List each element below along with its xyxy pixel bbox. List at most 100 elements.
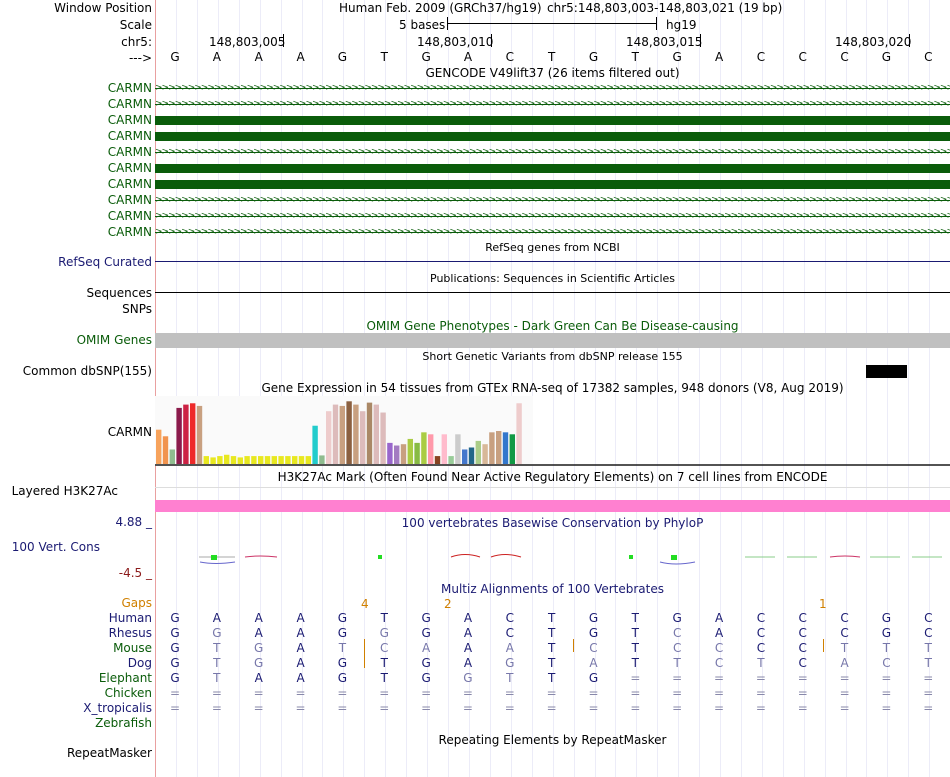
gtex-tissue-bar[interactable] — [373, 404, 379, 464]
gtex-tissue-bar[interactable] — [183, 404, 189, 464]
dbsnp-variant[interactable] — [866, 365, 907, 378]
species-label[interactable]: X_tropicalis — [83, 701, 152, 715]
gene-exon-bar[interactable] — [155, 180, 950, 189]
cons-title[interactable]: 100 vertebrates Basewise Conservation by… — [401, 516, 704, 530]
gtex-tissue-bar[interactable] — [448, 456, 454, 464]
gene-exon-bar[interactable] — [155, 164, 950, 173]
gencode-gene-label[interactable]: CARMN — [107, 193, 152, 207]
gtex-tissue-bar[interactable] — [196, 405, 203, 464]
gtex-tissue-bar[interactable] — [285, 456, 291, 464]
gtex-tissue-bar[interactable] — [298, 456, 305, 464]
gtex-tissue-bar[interactable] — [190, 403, 196, 464]
gtex-tissue-bar[interactable] — [305, 456, 311, 464]
gtex-tissue-bar[interactable] — [380, 412, 386, 464]
gencode-gene-label[interactable]: CARMN — [107, 161, 152, 175]
h3k27ac-title[interactable]: H3K27Ac Mark (Often Found Near Active Re… — [277, 470, 828, 484]
gencode-gene-label[interactable]: CARMN — [107, 129, 152, 143]
gtex-tissue-bar[interactable] — [346, 401, 352, 464]
gtex-tissue-bar[interactable] — [489, 432, 495, 464]
refseq-title[interactable]: RefSeq genes from NCBI — [485, 241, 620, 254]
gtex-tissue-bar[interactable] — [462, 449, 468, 464]
gencode-gene-label[interactable]: CARMN — [107, 97, 152, 111]
gtex-tissue-bar[interactable] — [516, 403, 522, 464]
gtex-tissue-bar[interactable] — [394, 445, 400, 464]
gene-intron-line[interactable] — [155, 88, 950, 89]
gtex-tissue-bar[interactable] — [156, 429, 162, 464]
cons-label[interactable]: 100 Vert. Cons — [11, 540, 100, 554]
gtex-tissue-bar[interactable] — [264, 456, 271, 464]
gene-intron-line[interactable] — [155, 104, 950, 105]
species-label[interactable]: Mouse — [113, 641, 152, 655]
omim-title[interactable]: OMIM Gene Phenotypes - Dark Green Can Be… — [366, 319, 739, 333]
gtex-tissue-bar[interactable] — [509, 434, 515, 464]
gtex-tissue-bar[interactable] — [339, 405, 345, 464]
gtex-title[interactable]: Gene Expression in 54 tissues from GTEx … — [261, 381, 844, 395]
gtex-tissue-bar[interactable] — [203, 456, 209, 464]
h3k27ac-label[interactable]: Layered H3K27Ac — [11, 484, 118, 498]
refseq-line[interactable] — [155, 261, 950, 262]
species-label[interactable]: Zebrafish — [95, 716, 152, 730]
species-label[interactable]: Chicken — [104, 686, 152, 700]
species-label[interactable]: Human — [108, 611, 152, 625]
gtex-tissue-bar[interactable] — [434, 456, 441, 464]
gtex-chart[interactable] — [155, 396, 950, 466]
gencode-gene-label[interactable]: CARMN — [107, 145, 152, 159]
gtex-tissue-bar[interactable] — [258, 456, 264, 464]
gtex-tissue-bar[interactable] — [387, 442, 393, 464]
gencode-gene-label[interactable]: CARMN — [107, 209, 152, 223]
gtex-tissue-bar[interactable] — [496, 431, 502, 464]
gtex-tissue-bar[interactable] — [360, 411, 366, 464]
dbsnp-label[interactable]: Common dbSNP(155) — [22, 364, 152, 378]
gtex-tissue-bar[interactable] — [475, 440, 481, 464]
species-label[interactable]: Dog — [127, 656, 152, 670]
dbsnp-title[interactable]: Short Genetic Variants from dbSNP releas… — [422, 350, 683, 363]
gtex-tissue-bar[interactable] — [278, 456, 284, 464]
refseq-label[interactable]: RefSeq Curated — [58, 255, 152, 269]
gtex-tissue-bar[interactable] — [482, 444, 488, 464]
snps-label[interactable]: SNPs — [122, 302, 152, 316]
gtex-tissue-bar[interactable] — [162, 436, 169, 464]
gtex-tissue-bar[interactable] — [292, 456, 298, 464]
gtex-tissue-bar[interactable] — [353, 404, 359, 464]
gtex-tissue-bar[interactable] — [312, 425, 318, 464]
gtex-tissue-bar[interactable] — [326, 411, 332, 464]
gene-intron-line[interactable] — [155, 152, 950, 153]
repeatmasker-title[interactable]: Repeating Elements by RepeatMasker — [438, 733, 667, 747]
track-area[interactable]: Human Feb. 2009 (GRCh37/hg19) chr5:148,8… — [155, 0, 950, 777]
publications-line[interactable] — [155, 292, 950, 293]
gtex-tissue-bar[interactable] — [366, 402, 373, 464]
gene-intron-line[interactable] — [155, 232, 950, 233]
gencode-gene-label[interactable]: CARMN — [107, 81, 152, 95]
gtex-tissue-bar[interactable] — [244, 456, 250, 464]
gtex-tissue-bar[interactable] — [407, 438, 413, 464]
gtex-tissue-bar[interactable] — [319, 455, 325, 464]
h3k27ac-signal[interactable] — [155, 500, 950, 512]
gene-exon-bar[interactable] — [155, 132, 950, 141]
gtex-tissue-bar[interactable] — [176, 407, 182, 464]
gtex-tissue-bar[interactable] — [468, 447, 475, 465]
gtex-tissue-bar[interactable] — [441, 434, 447, 464]
gtex-tissue-bar[interactable] — [237, 457, 243, 464]
gtex-tissue-bar[interactable] — [210, 457, 216, 464]
gtex-tissue-bar[interactable] — [502, 432, 509, 464]
gtex-tissue-bar[interactable] — [251, 456, 257, 464]
gtex-tissue-bar[interactable] — [421, 432, 427, 464]
gtex-tissue-bar[interactable] — [400, 444, 407, 464]
gtex-tissue-bar[interactable] — [169, 449, 175, 464]
gtex-tissue-bar[interactable] — [455, 434, 461, 464]
gtex-tissue-bar[interactable] — [428, 434, 434, 464]
species-label[interactable]: Elephant — [98, 671, 152, 685]
gencode-gene-label[interactable]: CARMN — [107, 225, 152, 239]
sequences-label[interactable]: Sequences — [86, 286, 152, 300]
omim-label[interactable]: OMIM Genes — [76, 333, 152, 347]
publications-title[interactable]: Publications: Sequences in Scientific Ar… — [430, 272, 675, 285]
gene-intron-line[interactable] — [155, 200, 950, 201]
gtex-tissue-bar[interactable] — [332, 404, 339, 464]
cons-plot[interactable] — [155, 548, 950, 570]
gtex-tissue-bar[interactable] — [224, 454, 230, 464]
gene-intron-line[interactable] — [155, 216, 950, 217]
omim-bar[interactable] — [155, 333, 950, 348]
gencode-title[interactable]: GENCODE V49lift37 (26 items filtered out… — [425, 66, 680, 80]
gtex-label[interactable]: CARMN — [107, 425, 152, 439]
gtex-tissue-bar[interactable] — [217, 456, 223, 464]
